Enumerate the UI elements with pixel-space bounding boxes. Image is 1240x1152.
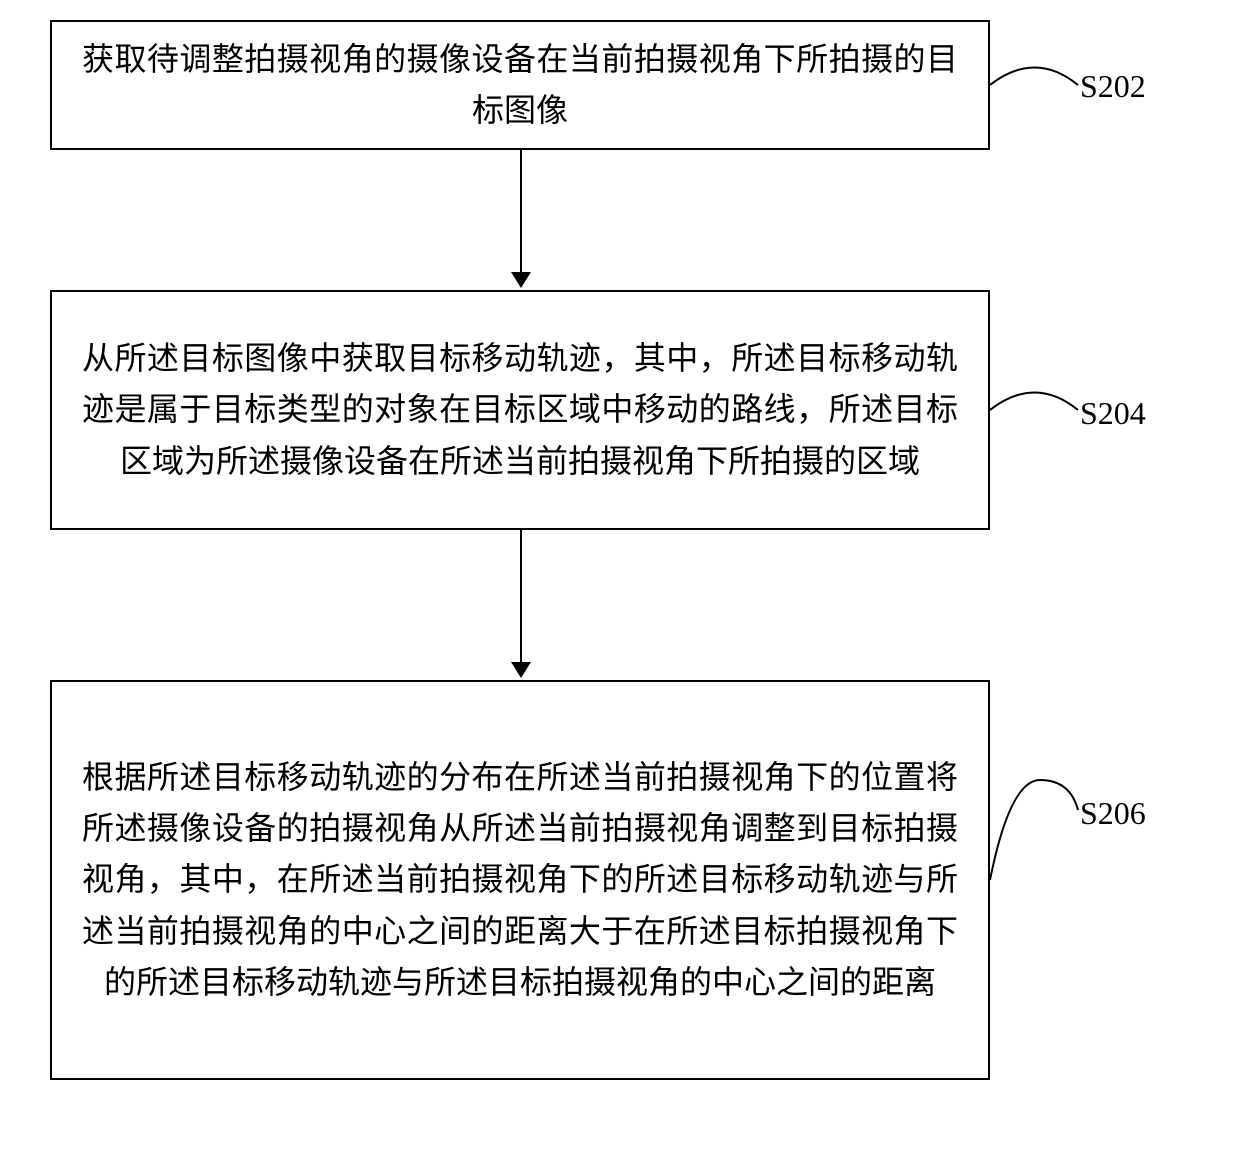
- flowchart-container: 获取待调整拍摄视角的摄像设备在当前拍摄视角下所拍摄的目标图像 S202 从所述目…: [0, 0, 1240, 1152]
- arrow-1: [520, 150, 522, 290]
- label-connector-2: [990, 380, 1080, 440]
- step-box-3: 根据所述目标移动轨迹的分布在所述当前拍摄视角下的位置将所述摄像设备的拍摄视角从所…: [50, 680, 990, 1080]
- step-text-2: 从所述目标图像中获取目标移动轨迹，其中，所述目标移动轨迹是属于目标类型的对象在目…: [82, 333, 958, 487]
- label-connector-3: [990, 740, 1080, 880]
- step-text-1: 获取待调整拍摄视角的摄像设备在当前拍摄视角下所拍摄的目标图像: [82, 34, 958, 136]
- step-text-3: 根据所述目标移动轨迹的分布在所述当前拍摄视角下的位置将所述摄像设备的拍摄视角从所…: [82, 752, 958, 1008]
- step-label-1: S202: [1080, 68, 1146, 105]
- step-label-3: S206: [1080, 795, 1146, 832]
- step-label-2: S204: [1080, 395, 1146, 432]
- step-box-1: 获取待调整拍摄视角的摄像设备在当前拍摄视角下所拍摄的目标图像: [50, 20, 990, 150]
- arrow-2: [520, 530, 522, 680]
- step-box-2: 从所述目标图像中获取目标移动轨迹，其中，所述目标移动轨迹是属于目标类型的对象在目…: [50, 290, 990, 530]
- label-connector-1: [990, 55, 1080, 115]
